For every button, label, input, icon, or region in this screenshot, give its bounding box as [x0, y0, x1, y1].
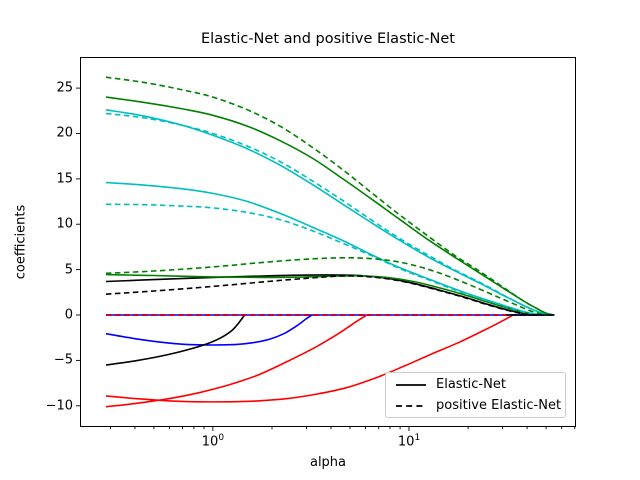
x-axis-label: alpha — [309, 455, 347, 470]
y-axis-label: coefficients — [13, 204, 29, 280]
legend-solid-line-sample — [396, 383, 426, 386]
chart-title: Elastic-Net and positive Elastic-Net — [201, 31, 455, 47]
y-tick-label-25: 25 — [56, 80, 73, 96]
series-pos-enet-c2 — [105, 203, 547, 316]
x-tick-label-10e1: 101 — [397, 433, 421, 450]
y-tick-label-5: 5 — [64, 262, 73, 278]
legend: Elastic-Net positive Elastic-Net — [385, 372, 566, 418]
y-tick-label-0: 0 — [64, 307, 73, 323]
series-enet-b1 — [105, 314, 313, 346]
axis-ticks — [76, 87, 576, 431]
series-enet-g2 — [105, 273, 547, 316]
legend-item-positive-elastic-net: positive Elastic-Net — [386, 397, 565, 415]
y-tick-label--5: −5 — [53, 352, 73, 368]
plot-border — [80, 57, 576, 427]
series-enet-c1 — [105, 109, 555, 316]
series-enet-g1 — [105, 96, 555, 316]
series-enet-r1 — [105, 314, 514, 403]
legend-dashed-line-sample — [396, 404, 426, 407]
y-tick-label--10: −10 — [45, 398, 73, 414]
legend-item-elastic-net: Elastic-Net — [386, 376, 565, 394]
series-group — [105, 76, 555, 408]
series-pos-enet-c1 — [105, 112, 555, 316]
legend-label-positive-elastic-net: positive Elastic-Net — [436, 398, 562, 413]
series-enet-c2 — [105, 181, 555, 316]
series-pos-enet-g2 — [105, 256, 547, 316]
y-tick-label-15: 15 — [56, 171, 73, 187]
legend-label-elastic-net: Elastic-Net — [436, 377, 506, 392]
y-tick-label-10: 10 — [56, 216, 73, 232]
x-tick-label-10e0: 100 — [201, 433, 225, 450]
series-enet-r2 — [105, 314, 368, 408]
series-pos-enet-k1 — [105, 275, 538, 316]
y-tick-label-20: 20 — [56, 125, 73, 141]
series-enet-k2 — [105, 314, 246, 366]
